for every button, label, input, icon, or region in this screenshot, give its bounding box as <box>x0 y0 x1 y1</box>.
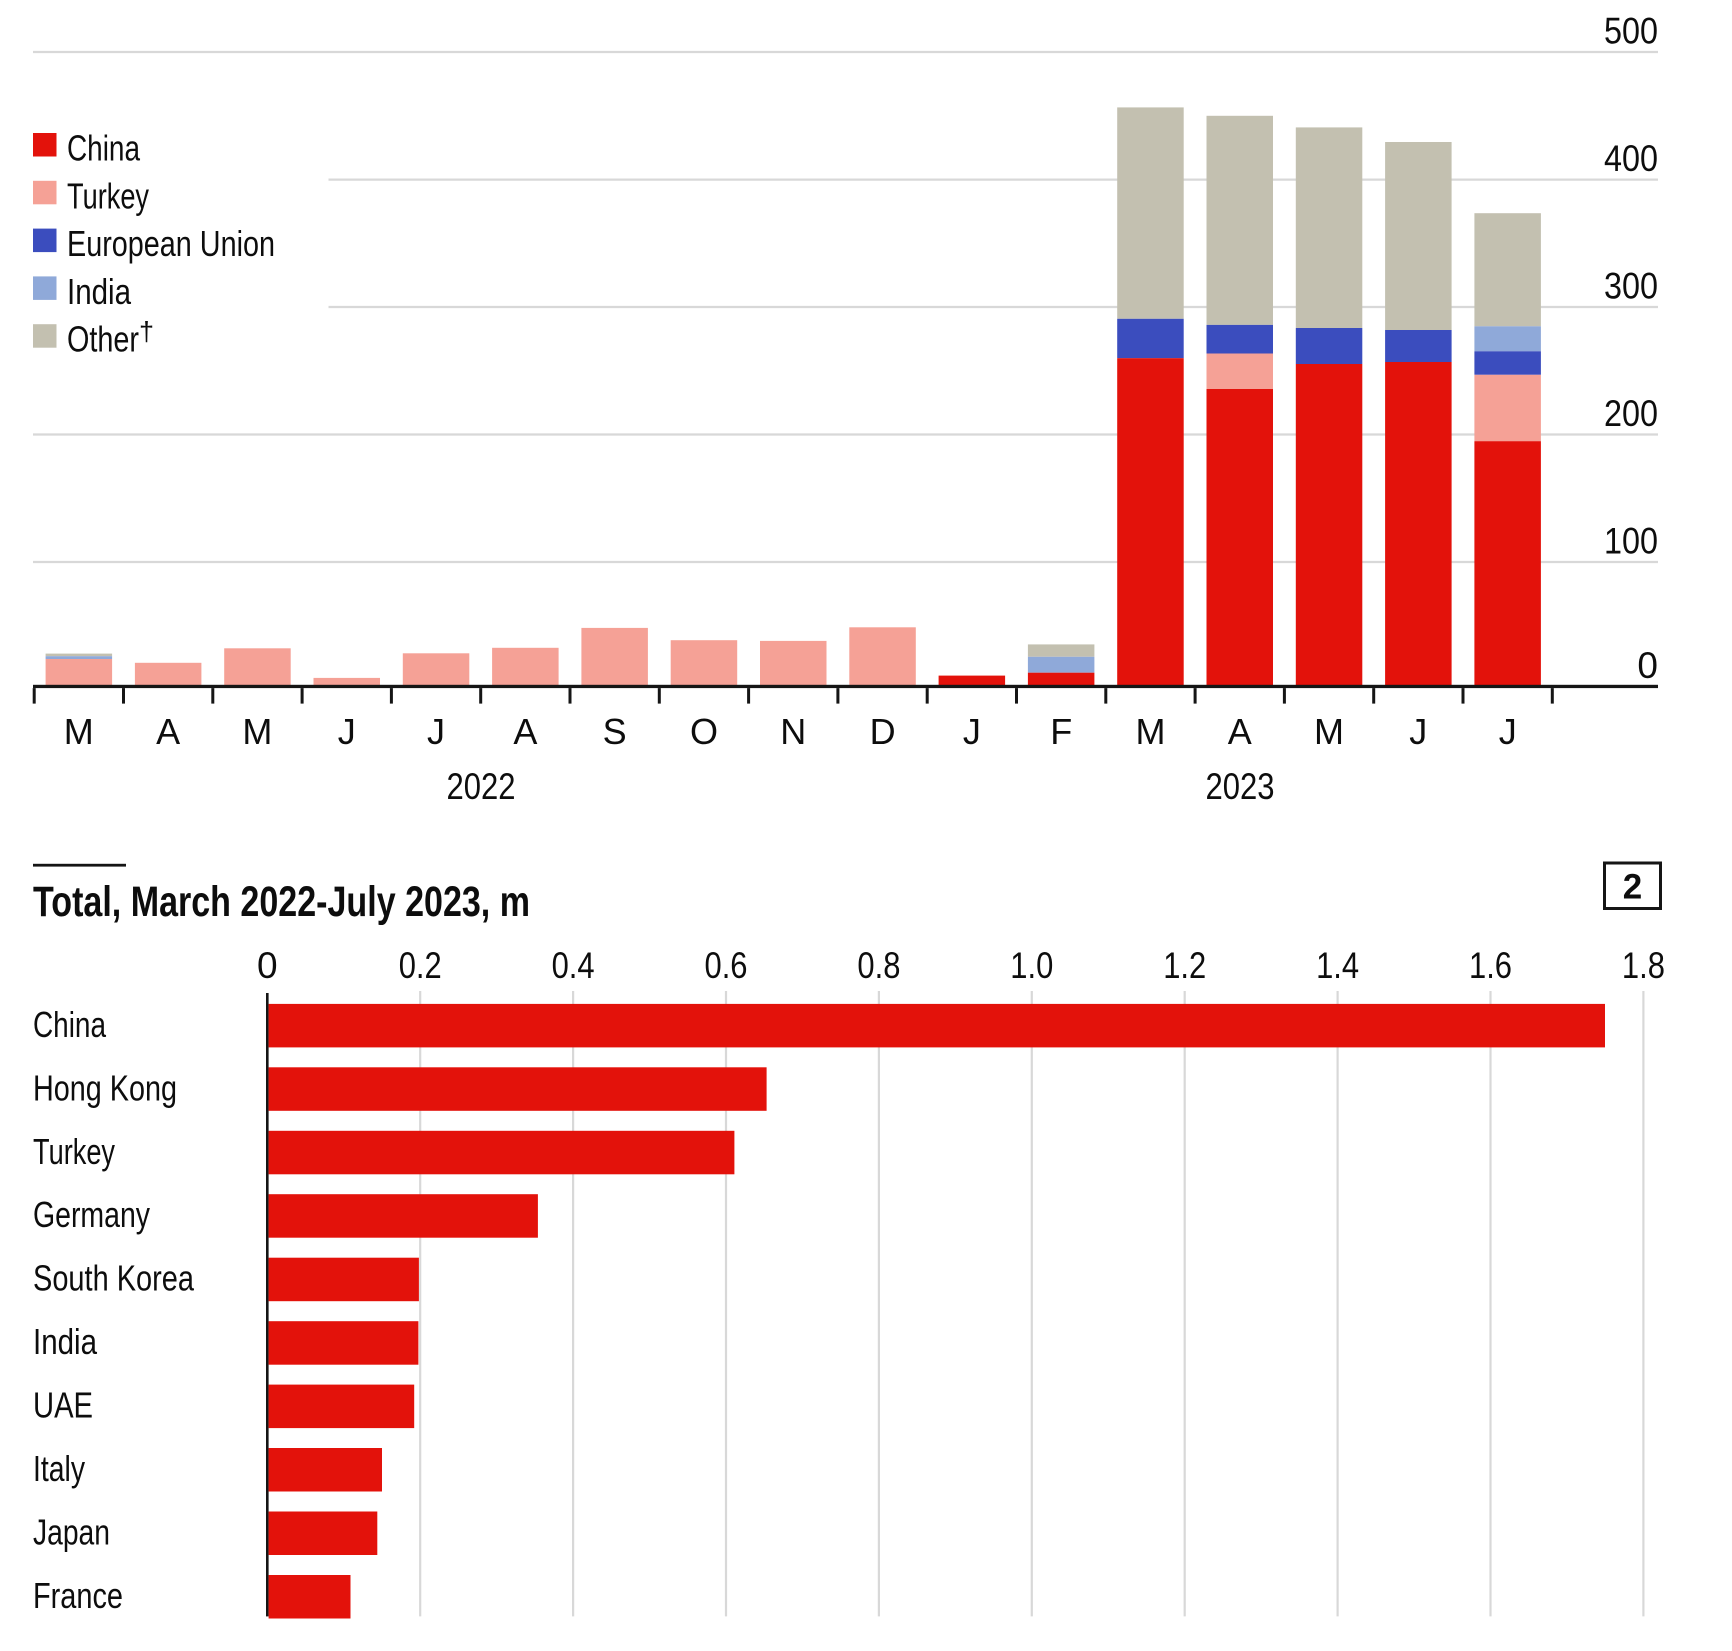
svg-text:0.8: 0.8 <box>857 945 900 986</box>
svg-text:M: M <box>1136 711 1166 752</box>
svg-text:N: N <box>780 711 806 752</box>
svg-text:D: D <box>870 711 896 752</box>
svg-text:India: India <box>33 1321 98 1362</box>
svg-text:China: China <box>67 128 141 169</box>
svg-text:0: 0 <box>257 945 278 986</box>
svg-text:0.6: 0.6 <box>705 945 748 986</box>
svg-text:J: J <box>963 711 981 752</box>
svg-text:Italy: Italy <box>33 1448 85 1489</box>
svg-text:European Union: European Union <box>67 223 275 264</box>
svg-text:S: S <box>603 711 627 752</box>
svg-text:0: 0 <box>1637 645 1658 686</box>
svg-text:M: M <box>242 711 272 752</box>
svg-text:1.0: 1.0 <box>1010 945 1053 986</box>
svg-text:J: J <box>1409 711 1427 752</box>
svg-text:2022: 2022 <box>447 766 516 807</box>
svg-text:India: India <box>67 271 132 312</box>
svg-text:1.6: 1.6 <box>1469 945 1512 986</box>
svg-text:1.4: 1.4 <box>1316 945 1359 986</box>
svg-text:Germany: Germany <box>33 1194 150 1235</box>
svg-text:500: 500 <box>1604 11 1658 52</box>
svg-text:0.4: 0.4 <box>552 945 595 986</box>
svg-text:400: 400 <box>1604 138 1658 179</box>
svg-text:A: A <box>1228 711 1252 752</box>
svg-text:0.2: 0.2 <box>399 945 442 986</box>
svg-text:1.2: 1.2 <box>1163 945 1206 986</box>
svg-text:M: M <box>64 711 94 752</box>
svg-text:China: China <box>33 1004 107 1045</box>
svg-text:2: 2 <box>1623 868 1642 907</box>
svg-text:300: 300 <box>1604 266 1658 307</box>
svg-text:J: J <box>338 711 356 752</box>
svg-text:J: J <box>1499 711 1517 752</box>
svg-text:M: M <box>1314 711 1344 752</box>
svg-text:Turkey: Turkey <box>33 1131 115 1172</box>
svg-text:UAE: UAE <box>33 1385 93 1426</box>
svg-text:A: A <box>156 711 180 752</box>
svg-text:100: 100 <box>1604 521 1658 562</box>
svg-text:J: J <box>427 711 445 752</box>
svg-text:A: A <box>513 711 537 752</box>
svg-text:Japan: Japan <box>33 1512 110 1553</box>
svg-text:F: F <box>1050 711 1072 752</box>
svg-text:2023: 2023 <box>1206 766 1275 807</box>
svg-text:1.8: 1.8 <box>1622 945 1665 986</box>
svg-text:South Korea: South Korea <box>33 1258 195 1299</box>
svg-text:France: France <box>33 1575 123 1616</box>
svg-text:Other†: Other† <box>67 317 154 360</box>
svg-text:Hong Kong: Hong Kong <box>33 1067 177 1108</box>
svg-text:O: O <box>690 711 718 752</box>
svg-text:Turkey: Turkey <box>67 175 149 216</box>
svg-text:Total, March 2022-July 2023, m: Total, March 2022-July 2023, m <box>33 878 530 926</box>
svg-text:200: 200 <box>1604 393 1658 434</box>
